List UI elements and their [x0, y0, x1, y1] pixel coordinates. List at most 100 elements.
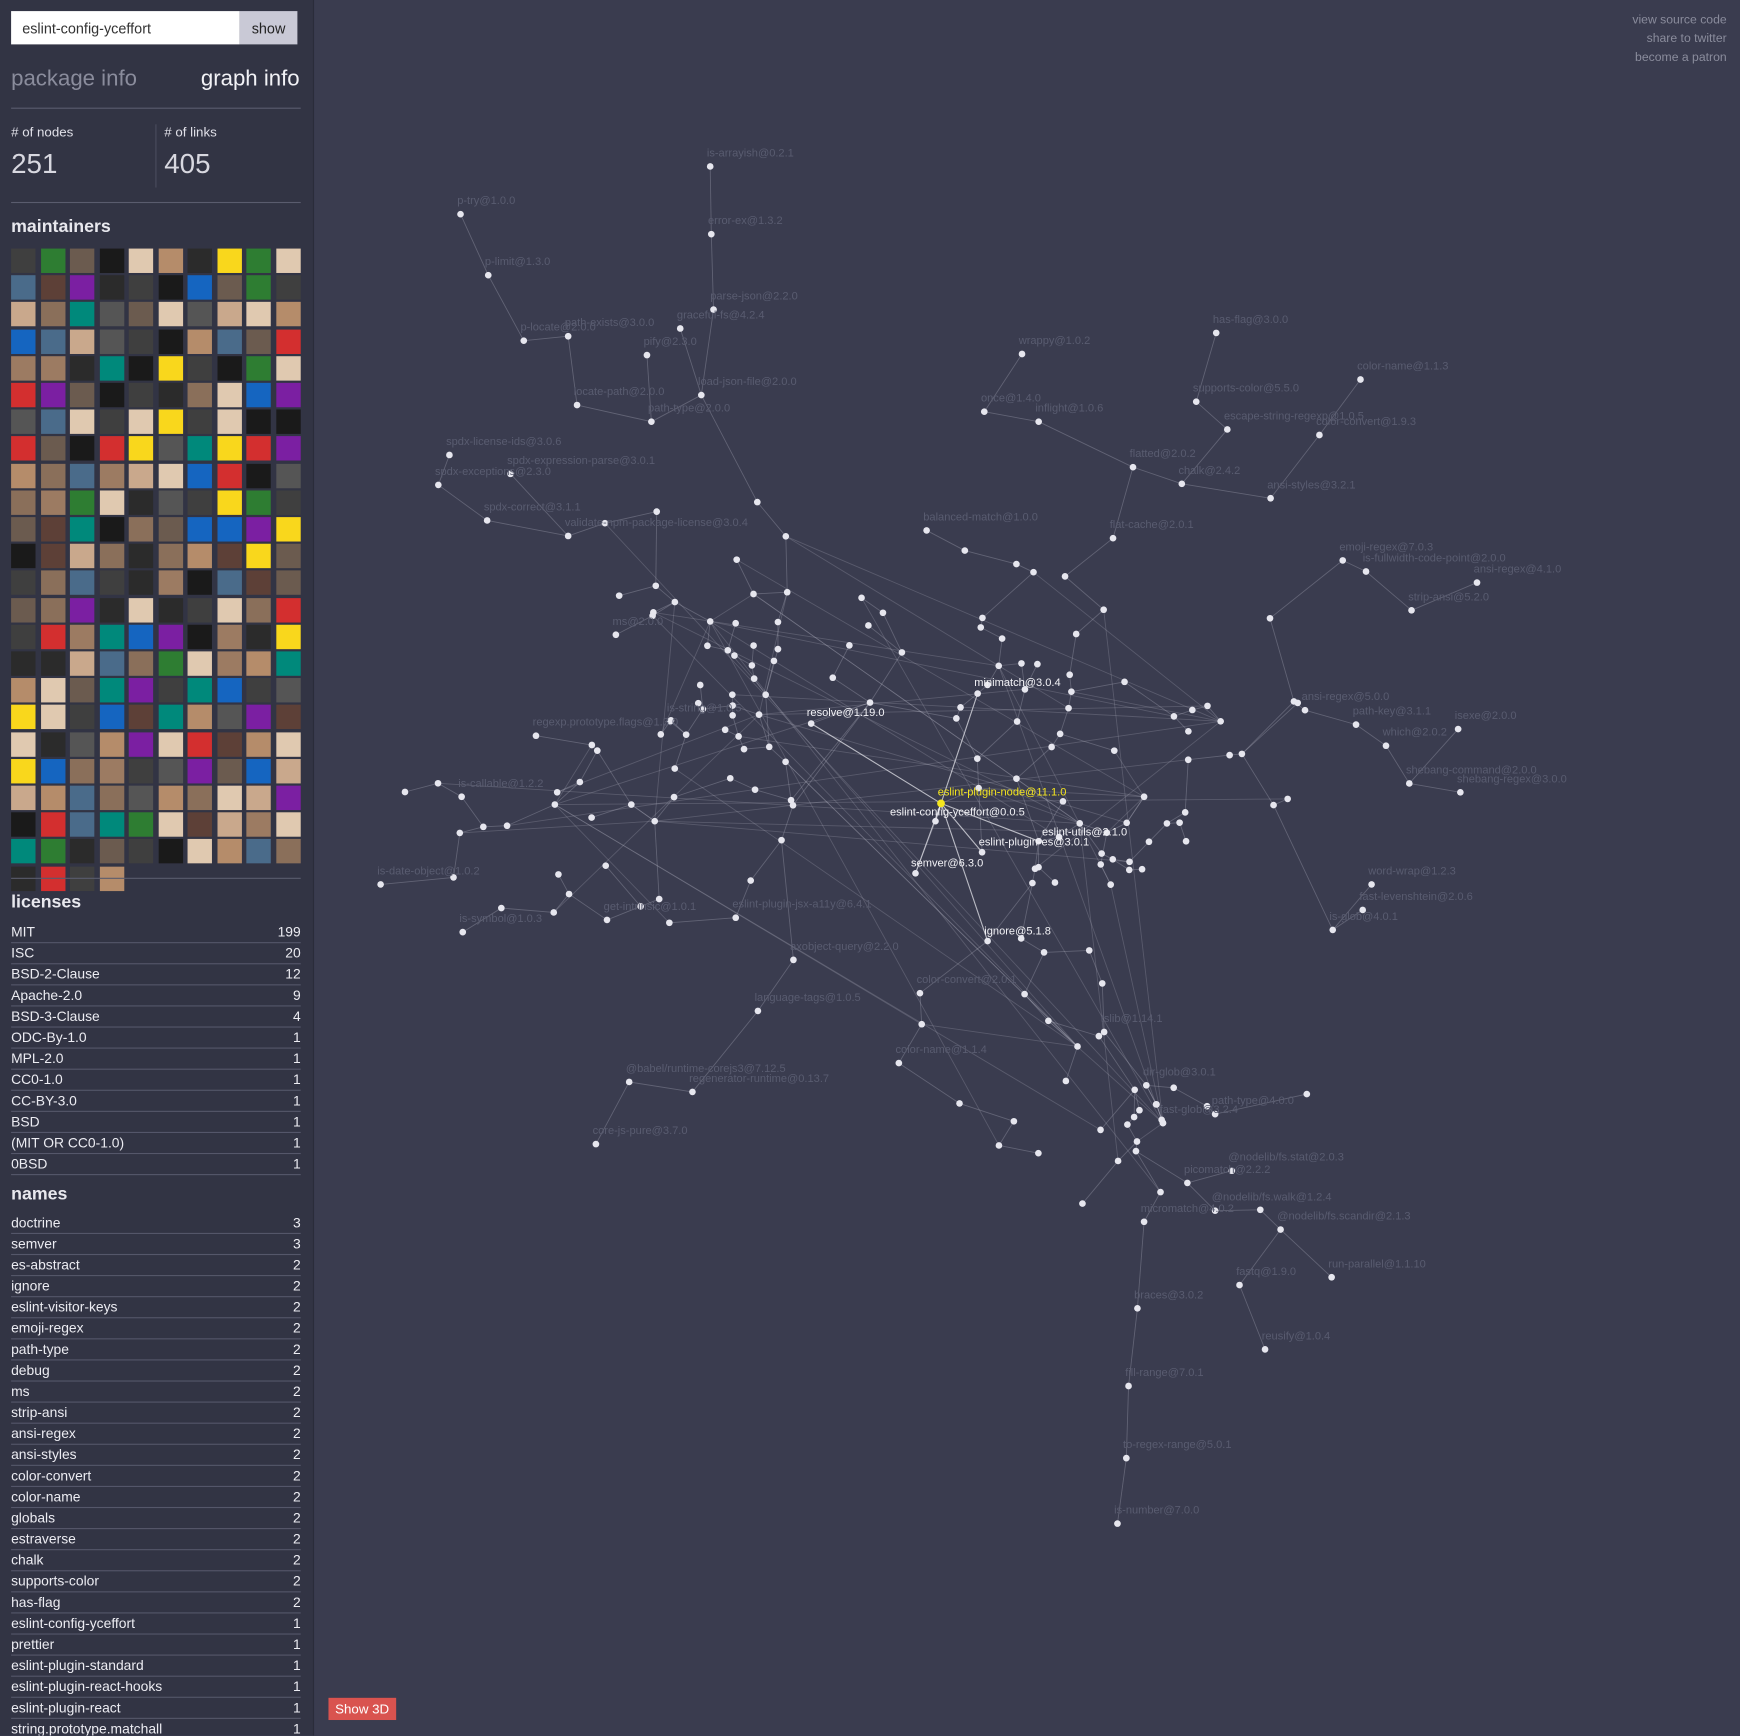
- edge: [869, 702, 957, 719]
- edge: [1101, 983, 1105, 1033]
- avatar: [40, 624, 65, 649]
- node: [979, 614, 986, 622]
- node-label: eslint-plugin-jsx-a11y@6.4.1: [732, 899, 871, 911]
- node: [671, 598, 679, 606]
- edge: [437, 782, 1080, 824]
- node: [676, 325, 684, 332]
- node: [1107, 881, 1115, 888]
- avatar: [40, 839, 65, 864]
- edge: [673, 777, 731, 798]
- edge: [1385, 745, 1410, 784]
- node: [457, 210, 464, 218]
- avatar: [246, 812, 271, 837]
- avatar: [275, 758, 301, 784]
- node: [729, 712, 736, 719]
- node: [694, 699, 702, 707]
- list-row: semver 3: [11, 1234, 301, 1256]
- row-name: 0BSD: [11, 1156, 48, 1172]
- link[interactable]: become a patron: [1635, 51, 1727, 65]
- link[interactable]: share to twitter: [1646, 32, 1727, 46]
- avatar: [246, 839, 271, 864]
- node-label-primary: eslint-plugin-es@3.0.1: [979, 837, 1089, 849]
- row-count: 2: [293, 1573, 301, 1590]
- avatar: [99, 651, 124, 676]
- avatar: [216, 543, 242, 569]
- section-title: maintainers: [11, 217, 111, 237]
- node-label: color-name@1.1.3: [1357, 361, 1448, 373]
- node: [1211, 1110, 1219, 1118]
- tab[interactable]: package info: [11, 66, 137, 91]
- edge: [998, 665, 1112, 885]
- node: [1098, 980, 1106, 987]
- avatar: [69, 248, 95, 273]
- avatar: [11, 731, 36, 757]
- edge: [785, 535, 1221, 722]
- avatar: [246, 785, 271, 811]
- node-label: is-callable@1.2.2: [458, 778, 543, 790]
- avatar: [158, 382, 183, 408]
- avatar: [99, 812, 124, 837]
- avatar: [246, 758, 271, 784]
- edge: [1319, 379, 1361, 436]
- list-row: color-name 2: [11, 1487, 301, 1509]
- edge: [1065, 1046, 1078, 1082]
- node-label-primary: eslint-utils@2.1.0: [1042, 827, 1127, 839]
- node: [1109, 855, 1117, 863]
- search-input[interactable]: [11, 11, 240, 45]
- avatar: [158, 731, 183, 757]
- edge: [404, 782, 439, 793]
- node: [895, 1059, 903, 1067]
- node: [551, 801, 559, 808]
- list-row: MPL-2.0 1: [11, 1049, 301, 1070]
- node-label: has-flag@3.0.0: [1213, 314, 1288, 326]
- edge: [1259, 1209, 1281, 1230]
- tab-active[interactable]: graph info: [200, 66, 300, 91]
- node: [1408, 607, 1415, 614]
- node: [553, 788, 561, 796]
- node-label: isexe@2.0.0: [1455, 710, 1517, 722]
- node: [671, 765, 679, 772]
- avatar: [11, 436, 36, 461]
- node: [1473, 579, 1481, 586]
- edge: [1241, 702, 1299, 755]
- edge: [1355, 724, 1387, 747]
- edge: [461, 796, 484, 828]
- node: [865, 622, 872, 629]
- node: [750, 642, 757, 649]
- node: [1301, 706, 1309, 714]
- node: [532, 732, 540, 740]
- node: [957, 704, 964, 711]
- row-name: supports-color: [11, 1573, 99, 1590]
- avatar: [246, 248, 271, 273]
- show-3d-button[interactable]: Show 3D: [328, 1697, 396, 1721]
- avatar: [216, 382, 242, 408]
- node: [995, 662, 1003, 670]
- list-row: BSD-2-Clause 12: [11, 964, 301, 986]
- avatar: [128, 678, 154, 703]
- node: [564, 532, 572, 540]
- avatar: [128, 705, 154, 730]
- avatar: [11, 355, 36, 381]
- node: [1339, 557, 1347, 564]
- row-count: 2: [293, 1320, 301, 1337]
- edge: [1064, 537, 1114, 577]
- avatar: [40, 463, 65, 488]
- node: [953, 715, 960, 722]
- row-count: 1: [293, 1050, 301, 1067]
- avatar: [246, 705, 271, 730]
- row-count: 1: [293, 1135, 301, 1151]
- show-button[interactable]: show: [239, 11, 298, 45]
- avatar: [216, 409, 242, 435]
- edge: [1215, 1093, 1307, 1115]
- node: [1035, 837, 1042, 845]
- row-count: 1: [293, 1156, 301, 1172]
- avatar: [275, 275, 301, 300]
- node: [754, 1007, 762, 1015]
- edge: [1187, 1182, 1216, 1211]
- avatar: [275, 785, 301, 811]
- list-row: MIT 199: [11, 922, 301, 944]
- link[interactable]: view source code: [1632, 13, 1727, 27]
- avatar: [99, 275, 124, 300]
- row-count: 2: [293, 1594, 301, 1611]
